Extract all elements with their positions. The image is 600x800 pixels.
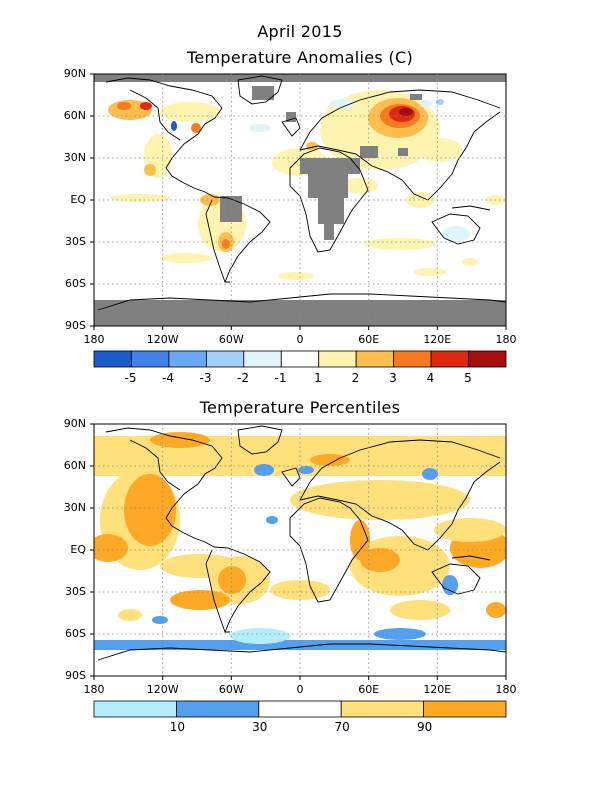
percentile-lat-label: 60S	[65, 627, 86, 640]
percentile-lat-label: 30N	[63, 501, 86, 514]
anomaly-colorbar-label: -5	[124, 371, 137, 385]
anomaly-colorbar-swatch	[280, 350, 320, 368]
percentile-map-gridlines	[94, 424, 506, 676]
percentile-lat-label: 90S	[65, 669, 86, 682]
anomaly-lon-label: 0	[296, 333, 304, 346]
anomaly-colorbar-swatch	[93, 350, 132, 368]
anomaly-lat-label: 30N	[63, 151, 86, 164]
percentile-colorbar	[93, 700, 507, 718]
missing-data-land	[220, 86, 422, 240]
anomaly-colorbar-label: -2	[237, 371, 249, 385]
anomaly-lat-label: 90S	[65, 319, 86, 332]
anomaly-lon-label: 120W	[146, 333, 179, 346]
percentile-lon-label: 60W	[218, 683, 244, 696]
percentile-lat-label: 90N	[63, 417, 86, 430]
percentile-lat-label: 30S	[65, 585, 86, 598]
percentile-map	[94, 424, 506, 676]
percentile-lon-label: 120W	[146, 683, 179, 696]
anomaly-colorbar-label: -4	[162, 371, 174, 385]
anomaly-colorbar-label: -3	[199, 371, 212, 385]
anomaly-colorbar-label: 3	[389, 371, 397, 385]
anomaly-colorbar-label: 5	[464, 371, 472, 385]
anomaly-lon-label: 180	[83, 333, 105, 346]
anomaly-colorbar-label: -1	[274, 371, 287, 385]
percentile-colorbar-swatch	[423, 700, 507, 718]
percentile-colorbar-swatch	[175, 700, 260, 718]
anomaly-colorbar-swatch	[243, 350, 282, 368]
anomaly-colorbar-swatch	[430, 350, 469, 368]
percentile-colorbar-label: 90	[416, 720, 433, 734]
anomaly-colorbar-label: 4	[426, 371, 435, 385]
missing-data-arctic	[94, 74, 506, 82]
anomaly-colorbar-swatch	[355, 350, 395, 368]
anomaly-warm-patches	[108, 90, 506, 280]
percentile-lon-label: 0	[296, 683, 304, 696]
percentile-lat-label: EQ	[70, 543, 86, 556]
anomaly-colorbar-swatch	[393, 350, 432, 368]
anomaly-colorbar	[93, 350, 507, 368]
anomaly-lat-label: 90N	[63, 67, 86, 80]
map-date-title: April 2015	[257, 22, 343, 41]
anomaly-colorbar-label: 1	[314, 371, 322, 385]
anomaly-colorbar-swatch	[205, 350, 245, 368]
anomaly-lon-label: 60W	[218, 333, 244, 346]
anomaly-lat-label: EQ	[70, 193, 86, 206]
anomaly-lon-label: 180	[495, 333, 517, 346]
percentile-lon-label: 180	[495, 683, 517, 696]
percentile-lon-label: 60E	[358, 683, 380, 696]
percentile-map-ticks	[90, 423, 507, 680]
anomaly-lon-label: 60E	[358, 333, 380, 346]
percentile-lon-label: 180	[83, 683, 105, 696]
anomaly-map-title: Temperature Anomalies (C)	[186, 48, 413, 67]
percentile-map-title: Temperature Percentiles	[199, 398, 401, 417]
percentile-colorbar-label: 30	[252, 720, 268, 734]
anomaly-lat-label: 60N	[63, 109, 86, 122]
percentile-colorbar-swatch	[258, 700, 342, 718]
percentile-lat-label: 60N	[63, 459, 86, 472]
percentile-colorbar-label: 10	[169, 720, 186, 734]
anomaly-lat-label: 30S	[65, 235, 86, 248]
percentile-colorbar-swatch	[340, 700, 425, 718]
anomaly-colorbar-swatch	[131, 350, 170, 368]
anomaly-colorbar-swatch	[318, 350, 357, 368]
anomaly-lon-label: 120E	[423, 333, 452, 346]
anomaly-colorbar-swatch	[468, 350, 507, 368]
anomaly-map-ticks	[90, 73, 507, 330]
percentile-lon-label: 120E	[423, 683, 452, 696]
anomaly-cool-patches	[171, 99, 470, 242]
percentile-colorbar-label: 70	[334, 720, 350, 734]
anomaly-lat-label: 60S	[65, 277, 86, 290]
percentile-colorbar-swatch	[93, 700, 177, 718]
anomaly-colorbar-label: 2	[351, 371, 360, 385]
anomaly-colorbar-swatch	[168, 350, 207, 368]
anomaly-map-gridlines	[94, 74, 506, 326]
